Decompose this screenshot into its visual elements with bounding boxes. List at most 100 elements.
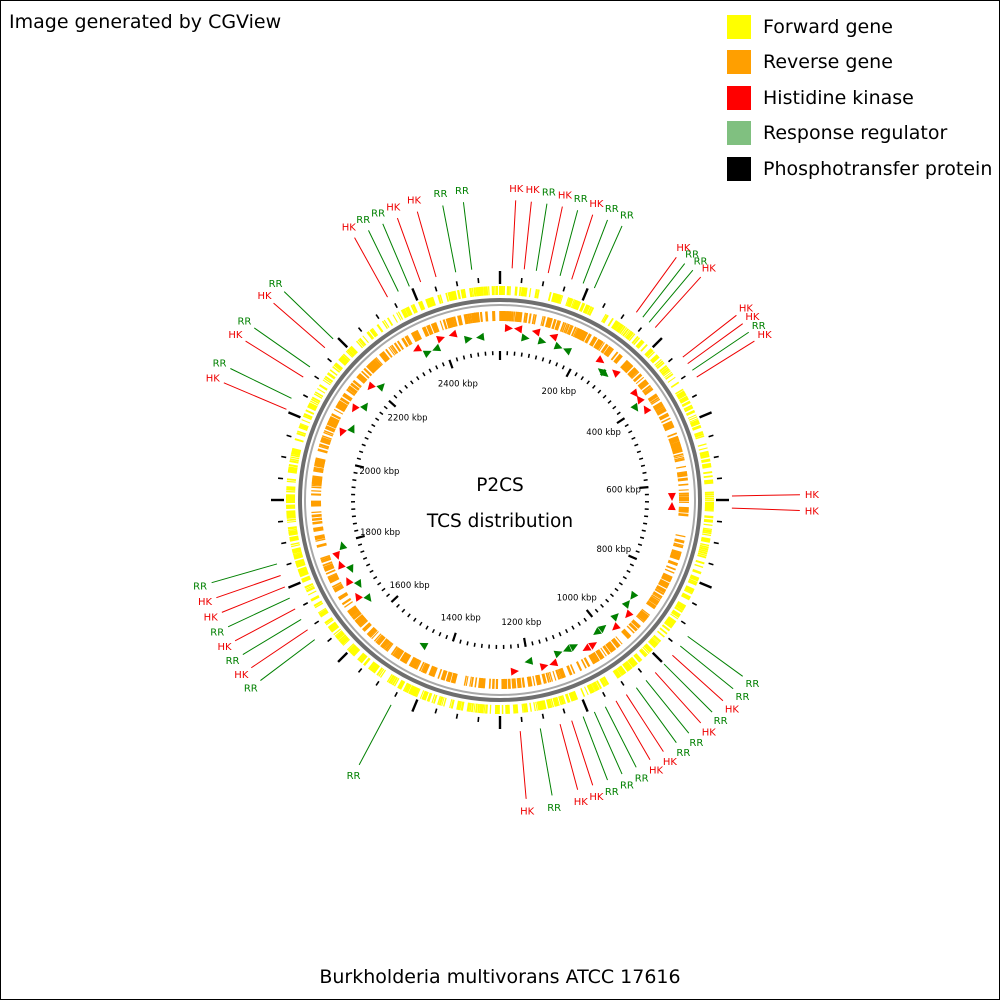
forward-gene-mark	[661, 624, 671, 632]
reverse-gene-mark	[667, 432, 678, 438]
ruler-tick	[638, 457, 644, 461]
forward-gene-mark	[307, 403, 318, 411]
ruler-tick	[583, 617, 587, 622]
ruler-tick	[614, 587, 619, 592]
forward-gene-mark	[678, 394, 687, 400]
reverse-gene-mark	[470, 312, 475, 324]
forward-gene-mark	[324, 375, 334, 383]
legend-label: Response regulator	[763, 122, 948, 145]
forward-gene-mark	[371, 663, 379, 673]
reverse-gene-mark	[442, 670, 448, 681]
tcs-marker-rr	[563, 644, 572, 652]
forward-gene-mark	[290, 454, 300, 458]
reverse-gene-mark	[647, 600, 657, 608]
forward-gene-mark	[298, 423, 309, 430]
forward-gene-mark	[624, 329, 631, 338]
forward-gene-mark	[369, 662, 377, 671]
label-connector	[731, 507, 800, 511]
label-connector	[615, 700, 651, 761]
tcs-label-rr: RR	[736, 692, 750, 703]
ruler-tick	[388, 399, 397, 408]
reverse-gene-mark	[615, 636, 623, 645]
reverse-gene-mark	[572, 327, 579, 337]
tcs-marker-hk	[636, 395, 645, 405]
forward-gene-mark	[313, 600, 323, 607]
forward-gene-mark	[681, 592, 691, 599]
tcs-label-hk: HK	[702, 727, 717, 738]
forward-gene-mark	[291, 544, 301, 548]
reverse-gene-mark	[674, 458, 685, 463]
reverse-gene-mark	[437, 668, 443, 679]
reverse-gene-mark	[383, 641, 391, 650]
forward-gene-mark	[559, 695, 565, 705]
label-connector	[654, 276, 702, 328]
forward-gene-mark	[697, 443, 707, 447]
reverse-gene-mark	[670, 441, 681, 448]
tcs-marker-rr	[621, 600, 630, 609]
reverse-gene-mark	[655, 406, 665, 413]
reverse-gene-mark	[352, 379, 362, 389]
forward-gene-mark	[296, 562, 306, 568]
forward-gene-mark	[591, 683, 597, 692]
reverse-gene-mark	[559, 667, 566, 679]
reverse-gene-mark	[509, 311, 512, 322]
backbone-inner-ring	[304, 304, 696, 696]
forward-gene-mark	[372, 664, 380, 674]
ruler-tick	[356, 457, 362, 461]
forward-gene-mark	[340, 636, 350, 646]
reverse-gene-mark	[643, 387, 654, 396]
forward-gene-mark	[528, 288, 532, 298]
organism-name: Burkholderia multivorans ATCC 17616	[319, 966, 681, 988]
reverse-gene-mark	[578, 330, 586, 341]
forward-gene-mark	[308, 402, 318, 408]
forward-gene-mark	[291, 547, 302, 553]
forward-gene-mark	[522, 287, 527, 297]
outer-tick	[337, 651, 349, 663]
reverse-gene-mark	[321, 435, 332, 440]
outer-tick	[434, 286, 438, 292]
reverse-gene-mark	[313, 526, 324, 530]
label-connector	[253, 327, 311, 368]
forward-gene-mark	[535, 701, 538, 711]
forward-gene-mark	[449, 699, 453, 709]
forward-gene-mark	[586, 306, 593, 316]
forward-gene-mark	[665, 373, 674, 380]
tcs-marker-rr	[569, 644, 579, 652]
reverse-gene-mark	[647, 393, 658, 402]
center-title: P2CS	[476, 475, 524, 496]
forward-gene-mark	[317, 388, 326, 394]
outer-tick	[394, 302, 398, 309]
forward-gene-mark	[447, 292, 451, 302]
forward-gene-mark	[599, 678, 606, 688]
ruler-tick	[404, 384, 408, 389]
tcs-marker-hk	[332, 550, 340, 560]
reverse-gene-mark	[663, 422, 674, 429]
forward-gene-mark	[481, 286, 484, 296]
label-connector	[223, 382, 287, 410]
label-connector	[682, 314, 737, 358]
reverse-gene-mark	[389, 345, 397, 355]
outer-tick	[286, 434, 292, 438]
ruler-tick	[398, 389, 403, 394]
ruler-tick	[523, 637, 527, 647]
forward-gene-mark	[659, 364, 668, 373]
reverse-gene-mark	[632, 619, 641, 627]
ruler-tick	[594, 608, 599, 613]
reverse-gene-mark	[588, 654, 595, 665]
forward-gene-mark	[628, 657, 637, 667]
forward-gene-mark	[650, 637, 659, 646]
reverse-gene-mark	[401, 337, 409, 348]
reverse-gene-mark	[341, 597, 352, 606]
outer-tick	[562, 286, 566, 292]
reverse-gene-mark	[566, 665, 573, 676]
ruler-tick	[386, 593, 391, 598]
tcs-label-rr: RR	[356, 215, 370, 226]
reverse-gene-mark	[662, 420, 673, 427]
forward-gene-mark	[289, 460, 299, 464]
forward-gene-mark	[301, 419, 311, 424]
reverse-gene-mark	[512, 678, 517, 689]
ruler-tick	[367, 430, 372, 434]
label-connector	[687, 635, 743, 677]
forward-gene-mark	[406, 306, 413, 316]
legend-swatch	[727, 121, 751, 146]
